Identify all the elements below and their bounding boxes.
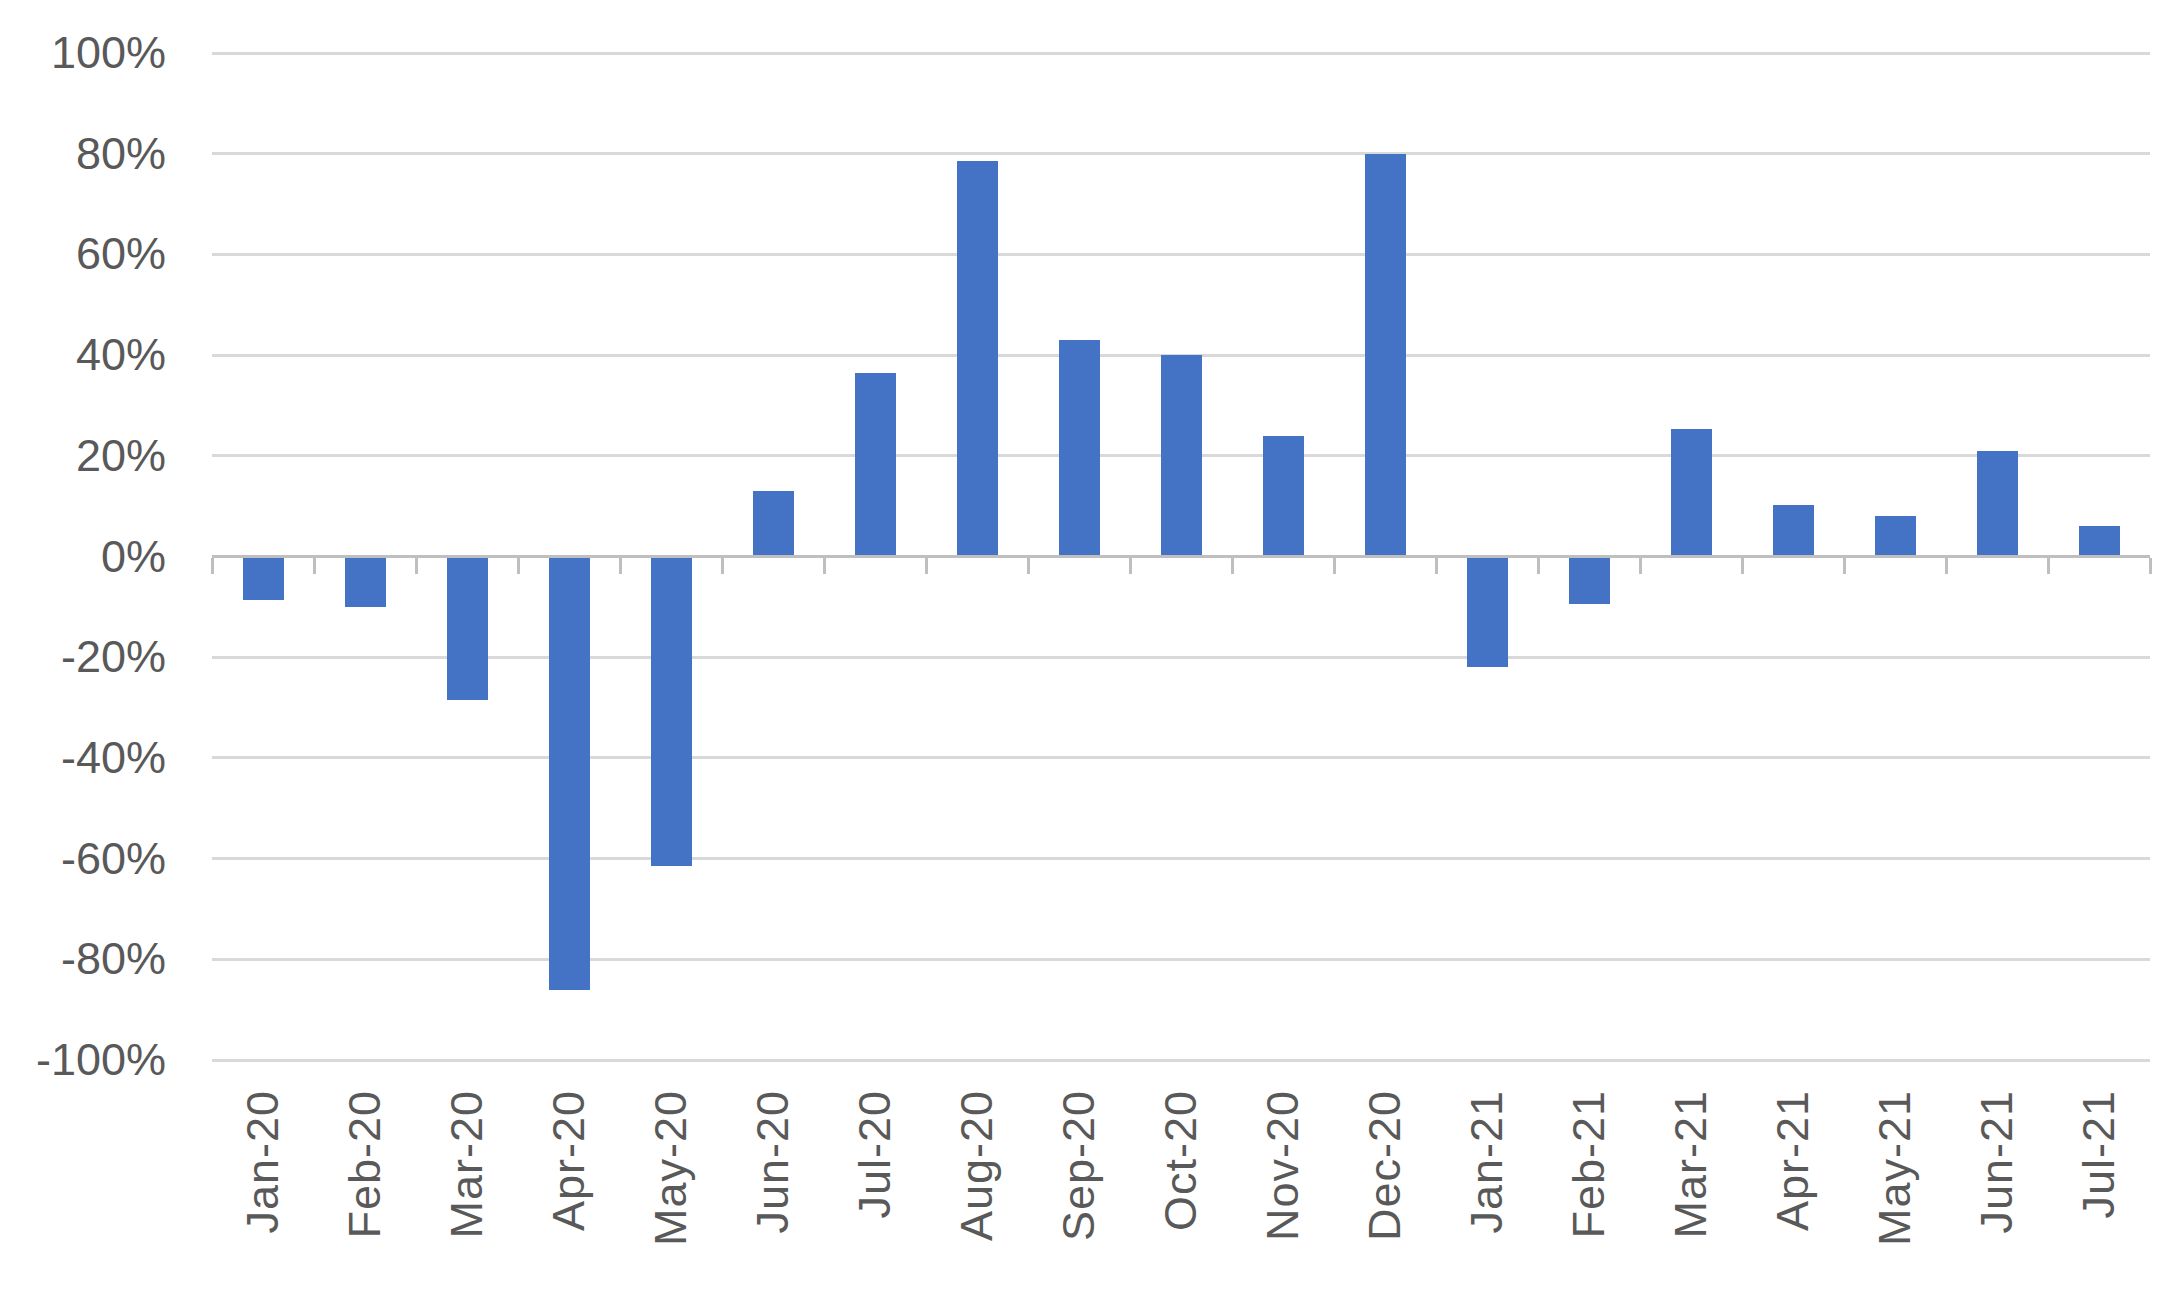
x-axis-label: Sep-20 bbox=[1055, 1090, 1103, 1241]
bar bbox=[2079, 526, 2120, 556]
bar bbox=[1773, 505, 1814, 556]
x-axis-label: Aug-20 bbox=[953, 1090, 1001, 1241]
axis-tick bbox=[1639, 558, 1642, 574]
gridline bbox=[212, 656, 2150, 659]
y-axis-label: 0% bbox=[0, 531, 166, 583]
bar bbox=[447, 557, 488, 700]
axis-tick bbox=[823, 558, 826, 574]
bar bbox=[1263, 436, 1304, 557]
bar bbox=[1059, 340, 1100, 557]
x-axis-label: Jul-21 bbox=[2075, 1090, 2123, 1219]
bar bbox=[957, 161, 998, 556]
axis-tick bbox=[1333, 558, 1336, 574]
axis-tick bbox=[1231, 558, 1234, 574]
bar bbox=[243, 557, 284, 601]
x-axis-label: May-21 bbox=[1871, 1090, 1919, 1246]
y-axis-label: -100% bbox=[0, 1034, 166, 1086]
x-axis-label: Feb-21 bbox=[1565, 1090, 1613, 1239]
x-axis-label: Mar-21 bbox=[1667, 1090, 1715, 1239]
x-axis-label: Jan-20 bbox=[239, 1090, 287, 1234]
x-axis-label: May-20 bbox=[647, 1090, 695, 1246]
bar bbox=[1365, 154, 1406, 557]
axis-tick bbox=[415, 558, 418, 574]
y-axis-label: 80% bbox=[0, 128, 166, 180]
bar bbox=[855, 373, 896, 557]
gridline bbox=[212, 857, 2150, 860]
bar bbox=[651, 557, 692, 867]
x-axis-label: Jun-21 bbox=[1973, 1090, 2021, 1234]
axis-tick bbox=[1843, 558, 1846, 574]
x-axis-label: Mar-20 bbox=[443, 1090, 491, 1239]
bar bbox=[1671, 429, 1712, 556]
axis-tick bbox=[925, 558, 928, 574]
gridline bbox=[212, 756, 2150, 759]
axis-tick bbox=[1741, 558, 1744, 574]
axis-tick bbox=[1945, 558, 1948, 574]
gridline bbox=[212, 1059, 2150, 1062]
gridline bbox=[212, 52, 2150, 55]
y-axis-label: -80% bbox=[0, 933, 166, 985]
axis-tick bbox=[2149, 558, 2152, 574]
bar bbox=[753, 491, 794, 556]
x-axis-label: Oct-20 bbox=[1157, 1090, 1205, 1231]
axis-tick bbox=[1435, 558, 1438, 574]
x-axis-label: Jun-20 bbox=[749, 1090, 797, 1234]
y-axis-label: 60% bbox=[0, 228, 166, 280]
x-axis-label: Feb-20 bbox=[341, 1090, 389, 1239]
x-axis-label: Jul-20 bbox=[851, 1090, 899, 1219]
y-axis-label: 100% bbox=[0, 27, 166, 79]
y-axis-label: 20% bbox=[0, 430, 166, 482]
gridline bbox=[212, 253, 2150, 256]
y-axis-label: -60% bbox=[0, 833, 166, 885]
x-axis-label: Jan-21 bbox=[1463, 1090, 1511, 1234]
bar bbox=[549, 557, 590, 990]
axis-tick bbox=[1129, 558, 1132, 574]
bar bbox=[1161, 355, 1202, 556]
x-axis-label: Dec-20 bbox=[1361, 1090, 1409, 1241]
gridline bbox=[212, 152, 2150, 155]
bar bbox=[1875, 516, 1916, 556]
y-axis-label: -40% bbox=[0, 732, 166, 784]
x-axis-label: Apr-21 bbox=[1769, 1090, 1817, 1231]
axis-tick bbox=[619, 558, 622, 574]
x-axis-label: Nov-20 bbox=[1259, 1090, 1307, 1241]
gridline bbox=[212, 958, 2150, 961]
axis-tick bbox=[1027, 558, 1030, 574]
bar bbox=[1977, 451, 2018, 557]
x-axis-label: Apr-20 bbox=[545, 1090, 593, 1231]
axis-tick bbox=[211, 558, 214, 574]
bar bbox=[1569, 557, 1610, 605]
bar-chart: 100% 80% 60% 40% 20% 0% -20% -40% -60% -80% -100% J… bbox=[0, 0, 2173, 1297]
y-axis-label: 40% bbox=[0, 329, 166, 381]
axis-tick bbox=[517, 558, 520, 574]
bar bbox=[345, 557, 386, 607]
bar bbox=[1467, 557, 1508, 668]
y-axis-label: -20% bbox=[0, 631, 166, 683]
axis-tick bbox=[2047, 558, 2050, 574]
axis-tick bbox=[721, 558, 724, 574]
x-axis-line bbox=[212, 555, 2150, 558]
axis-tick bbox=[1537, 558, 1540, 574]
axis-tick bbox=[313, 558, 316, 574]
